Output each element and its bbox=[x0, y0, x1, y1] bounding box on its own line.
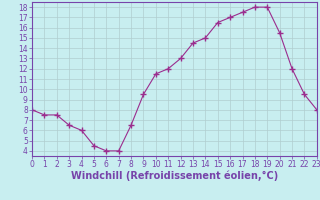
X-axis label: Windchill (Refroidissement éolien,°C): Windchill (Refroidissement éolien,°C) bbox=[71, 171, 278, 181]
